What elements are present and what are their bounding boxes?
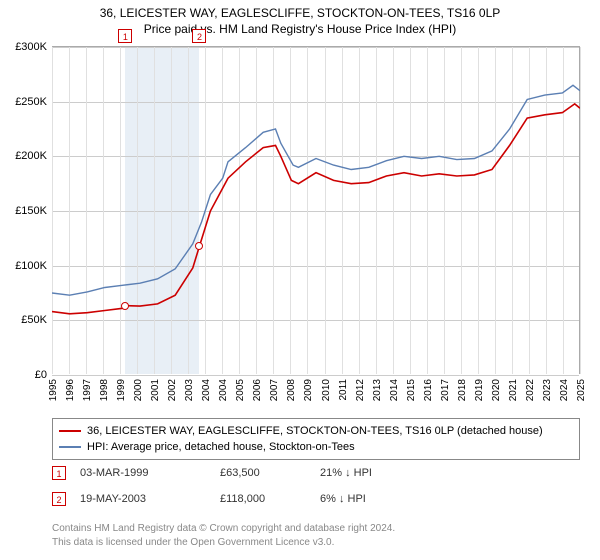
xtick-label: 2016 [423, 379, 434, 401]
footer-attribution: Contains HM Land Registry data © Crown c… [52, 522, 580, 549]
xtick-label: 2010 [321, 379, 332, 401]
sale-date-2: 19-MAY-2003 [80, 493, 220, 505]
title-subtitle: Price paid vs. HM Land Registry's House … [0, 22, 600, 36]
gridline-v [580, 47, 581, 374]
ytick-label: £250K [15, 96, 47, 108]
xtick-label: 2015 [406, 379, 417, 401]
legend-box: 36, LEICESTER WAY, EAGLESCLIFFE, STOCKTO… [52, 418, 580, 460]
chart-area: £0£50K£100K£150K£200K£250K£300K199519961… [52, 46, 580, 374]
xtick-label: 2007 [269, 379, 280, 401]
legend-label-property: 36, LEICESTER WAY, EAGLESCLIFFE, STOCKTO… [87, 425, 543, 437]
xtick-label: 2013 [372, 379, 383, 401]
sale-price-2: £118,000 [220, 493, 320, 505]
xtick-label: 2000 [133, 379, 144, 401]
ytick-label: £300K [15, 41, 47, 53]
ytick-label: £50K [21, 314, 47, 326]
xtick-label: 2024 [559, 379, 570, 401]
xtick-label: 2004 [218, 379, 229, 401]
sale-row-2: 2 19-MAY-2003 £118,000 6% ↓ HPI [52, 492, 580, 506]
xtick-label: 1996 [65, 379, 76, 401]
xtick-label: 2012 [355, 379, 366, 401]
xtick-label: 2005 [235, 379, 246, 401]
xtick-label: 2011 [338, 379, 349, 401]
xtick-label: 2001 [150, 379, 161, 401]
legend-row-hpi: HPI: Average price, detached house, Stoc… [59, 439, 573, 455]
xtick-label: 2022 [525, 379, 536, 401]
plot-area: £0£50K£100K£150K£200K£250K£300K199519961… [52, 46, 580, 374]
line-layer [52, 47, 580, 375]
legend-label-hpi: HPI: Average price, detached house, Stoc… [87, 441, 355, 453]
xtick-label: 2017 [440, 379, 451, 401]
series-property [52, 104, 580, 314]
sale-price-1: £63,500 [220, 467, 320, 479]
ytick-label: £200K [15, 150, 47, 162]
xtick-label: 2019 [474, 379, 485, 401]
sale-markerbox-2: 2 [192, 29, 206, 43]
title-block: 36, LEICESTER WAY, EAGLESCLIFFE, STOCKTO… [0, 0, 600, 36]
sale-dot-1 [121, 302, 129, 310]
xtick-label: 1999 [116, 379, 127, 401]
sale-markerbox-1: 1 [118, 29, 132, 43]
xtick-label: 2021 [508, 379, 519, 401]
gridline-h [52, 375, 579, 376]
xtick-label: 1998 [99, 379, 110, 401]
xtick-label: 2020 [491, 379, 502, 401]
xtick-label: 2023 [542, 379, 553, 401]
sale-date-1: 03-MAR-1999 [80, 467, 220, 479]
sale-marker-1: 1 [52, 466, 66, 480]
legend-swatch-hpi [59, 446, 81, 448]
xtick-label: 2004 [201, 379, 212, 401]
xtick-label: 1995 [48, 379, 59, 401]
xtick-label: 2025 [576, 379, 587, 401]
xtick-label: 2006 [252, 379, 263, 401]
footer-line1: Contains HM Land Registry data © Crown c… [52, 522, 580, 536]
footer-line2: This data is licensed under the Open Gov… [52, 536, 580, 550]
sale-hpidiff-2: 6% ↓ HPI [320, 493, 366, 505]
ytick-label: £100K [15, 260, 47, 272]
sale-hpidiff-1: 21% ↓ HPI [320, 467, 372, 479]
xtick-label: 2018 [457, 379, 468, 401]
xtick-label: 2008 [286, 379, 297, 401]
xtick-label: 1997 [82, 379, 93, 401]
sale-dot-2 [195, 242, 203, 250]
ytick-label: £150K [15, 205, 47, 217]
xtick-label: 2002 [167, 379, 178, 401]
chart-container: 36, LEICESTER WAY, EAGLESCLIFFE, STOCKTO… [0, 0, 600, 560]
legend-swatch-property [59, 430, 81, 432]
xtick-label: 2014 [389, 379, 400, 401]
sale-row-1: 1 03-MAR-1999 £63,500 21% ↓ HPI [52, 466, 580, 480]
ytick-label: £0 [35, 369, 47, 381]
series-hpi [52, 85, 580, 295]
title-address: 36, LEICESTER WAY, EAGLESCLIFFE, STOCKTO… [0, 6, 600, 20]
xtick-label: 2003 [184, 379, 195, 401]
legend-row-property: 36, LEICESTER WAY, EAGLESCLIFFE, STOCKTO… [59, 423, 573, 439]
xtick-label: 2009 [303, 379, 314, 401]
sale-marker-2: 2 [52, 492, 66, 506]
